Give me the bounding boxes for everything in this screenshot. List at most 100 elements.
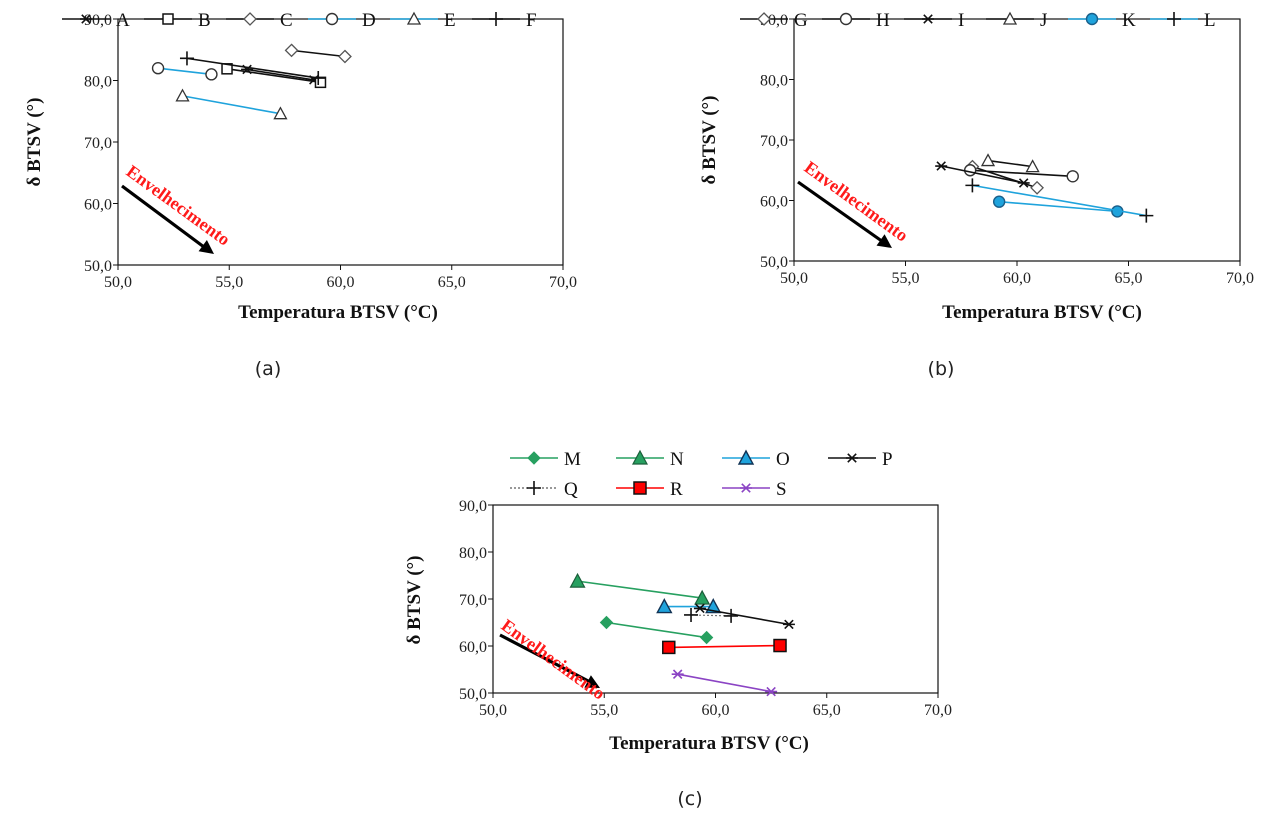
- data-point: [1139, 208, 1154, 223]
- aging-annotation: Envelhecimento: [801, 157, 912, 245]
- aging-arrow-head: [876, 234, 892, 248]
- data-point: [599, 615, 614, 630]
- legend-entry-D: D: [308, 10, 376, 31]
- x-tick-label: 60,0: [327, 274, 355, 291]
- series-D: [151, 61, 218, 81]
- legend-marker: [740, 483, 752, 493]
- aging-arrow-shaft: [797, 180, 887, 246]
- y-tick-label: 60,0: [760, 194, 788, 211]
- legend-marker: [1085, 12, 1099, 26]
- series-J: [980, 153, 1040, 173]
- series-C: [284, 43, 352, 64]
- x-axis-label: Temperatura BTSV (°C): [942, 302, 1142, 323]
- y-tick-label: 80,0: [84, 74, 112, 91]
- legend-entry-L: L: [1150, 10, 1216, 31]
- legend-label: F: [526, 10, 537, 31]
- legend-entry-O: O: [722, 449, 790, 470]
- legend-marker: [325, 12, 339, 26]
- aging-arrow-head: [198, 240, 214, 254]
- legend-marker: [846, 453, 858, 463]
- x-tick-label: 50,0: [780, 270, 808, 287]
- legend-marker: [757, 12, 771, 26]
- data-point: [569, 572, 586, 588]
- legend-marker: [489, 12, 503, 26]
- legend-marker: [243, 12, 257, 26]
- data-point: [694, 589, 711, 605]
- legend-entry-Q: Q: [510, 479, 578, 500]
- legend-marker: [1002, 11, 1018, 25]
- data-point: [1030, 180, 1044, 195]
- series-line: [699, 607, 790, 626]
- legend-label: J: [1040, 10, 1047, 31]
- series-S: [671, 669, 778, 697]
- legend-entry-C: C: [226, 10, 293, 31]
- data-point: [980, 153, 996, 167]
- legend-entry-F: F: [472, 10, 537, 31]
- aging-annotation: Envelhecimento: [498, 615, 609, 703]
- data-point: [765, 686, 778, 697]
- data-point: [782, 619, 795, 630]
- y-tick-label: 60,0: [84, 197, 112, 214]
- data-point: [314, 76, 327, 89]
- data-point: [992, 195, 1006, 208]
- series-line: [226, 68, 321, 84]
- series-O: [656, 598, 722, 614]
- series-line: [677, 673, 772, 693]
- series-line: [941, 165, 1024, 184]
- legend-marker: [839, 12, 853, 26]
- y-axis-label: δ BTSV (°): [404, 556, 425, 645]
- data-point: [662, 640, 676, 655]
- series-line: [291, 49, 346, 58]
- legend-entry-R: R: [616, 479, 683, 500]
- chart-caption: (b): [928, 358, 955, 380]
- y-tick-label: 90,0: [84, 12, 112, 29]
- data-point: [284, 43, 299, 58]
- y-tick-label: 70,0: [760, 133, 788, 150]
- series-line: [970, 169, 1073, 178]
- data-point: [338, 49, 352, 64]
- series-Q: [684, 607, 739, 623]
- series-K: [992, 195, 1124, 218]
- y-tick-label: 90,0: [459, 498, 487, 515]
- aging-arrow-shaft: [499, 633, 595, 686]
- series-line: [972, 165, 1038, 189]
- y-axis-label: δ BTSV (°): [699, 96, 720, 185]
- data-point: [684, 607, 699, 622]
- legend-marker: [633, 481, 647, 495]
- x-tick-label: 60,0: [1003, 270, 1031, 287]
- chart-a: 50,0 55,0 60,0 65,0 70,0 50,0 60,0 70,0 80,0 90,0…: [24, 10, 577, 380]
- legend-entry-A: A: [62, 10, 130, 31]
- legend-entry-I: I: [904, 10, 964, 31]
- legend-marker: [527, 451, 541, 465]
- data-point: [699, 630, 714, 645]
- data-point: [671, 669, 684, 679]
- legend-label: N: [670, 449, 684, 470]
- x-tick-label: 60,0: [702, 702, 730, 719]
- chart-caption: (c): [677, 788, 702, 810]
- legend-label: M: [564, 449, 581, 470]
- series-line: [972, 184, 1147, 217]
- series-line: [577, 580, 703, 599]
- legend-label: S: [776, 479, 787, 500]
- data-point: [724, 608, 739, 623]
- x-tick-label: 55,0: [590, 702, 618, 719]
- data-point: [656, 598, 673, 614]
- series-line: [606, 621, 707, 639]
- y-tick-label: 80,0: [459, 545, 487, 562]
- data-point: [935, 161, 948, 171]
- legend-label: A: [116, 10, 130, 31]
- data-point: [773, 638, 787, 653]
- data-point: [179, 51, 194, 66]
- series-N: [569, 572, 711, 605]
- series-line: [186, 57, 319, 79]
- data-point: [1017, 178, 1030, 188]
- legend-marker: [406, 11, 422, 25]
- y-tick-label: 50,0: [459, 686, 487, 703]
- data-point: [1025, 159, 1040, 173]
- legend-entry-K: K: [1068, 10, 1136, 31]
- series-R: [662, 638, 787, 655]
- legend-label: Q: [564, 479, 578, 500]
- series-M: [599, 615, 714, 645]
- x-axis-label: Temperatura BTSV (°C): [609, 733, 809, 754]
- data-point: [693, 603, 706, 614]
